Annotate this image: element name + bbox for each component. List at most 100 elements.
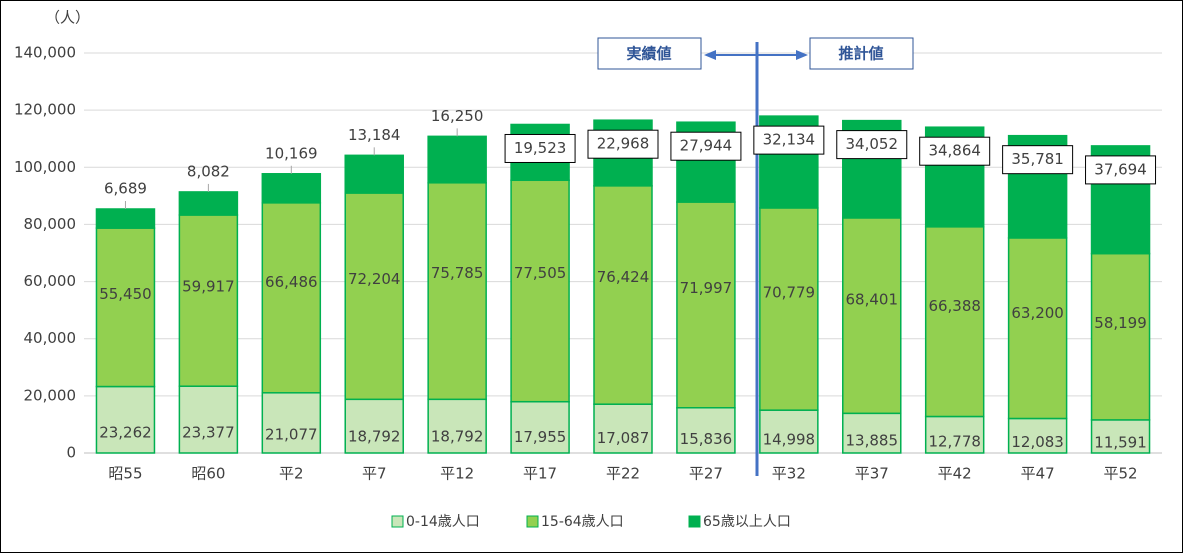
data-label: 55,450	[99, 285, 152, 303]
bar-segment	[1007, 417, 1068, 454]
bar-segment	[178, 214, 239, 387]
x-tick-label: 平37	[855, 465, 889, 483]
data-label: 6,689	[104, 179, 147, 197]
data-label: 76,424	[597, 268, 650, 286]
bar-segment	[924, 226, 985, 418]
bar-segment	[261, 392, 322, 454]
data-label-box	[1085, 155, 1157, 185]
data-label: 17,955	[514, 428, 567, 446]
bar-segment	[427, 398, 487, 454]
bar-segment	[759, 207, 819, 411]
y-tick-label: 100,000	[14, 158, 76, 176]
data-label-box	[919, 136, 991, 166]
data-label: 8,082	[187, 162, 230, 180]
data-label: 37,694	[1094, 160, 1147, 178]
bar-segment	[261, 173, 322, 204]
y-tick-label: 60,000	[24, 272, 77, 290]
y-tick-label: 80,000	[24, 215, 77, 233]
data-label: 58,199	[1094, 314, 1147, 332]
legend-swatch	[391, 515, 404, 528]
data-label: 75,785	[431, 264, 484, 282]
x-tick-label: 平32	[772, 465, 806, 483]
data-label-box	[753, 125, 825, 155]
bar-segment	[1007, 237, 1068, 420]
legend-label: 0-14歳人口	[406, 514, 480, 530]
y-tick-label: 120,000	[14, 101, 76, 119]
bar-segment	[510, 179, 570, 403]
x-tick-label: 平22	[606, 465, 640, 483]
data-label: 14,998	[763, 431, 816, 449]
data-label: 27,944	[680, 137, 733, 155]
data-label: 18,792	[348, 427, 401, 445]
legend-label: 15-64歳人口	[541, 514, 624, 530]
bar-segment	[95, 208, 156, 229]
x-tick-label: 平17	[523, 465, 557, 483]
data-label: 18,792	[431, 427, 484, 445]
legend-swatch	[688, 515, 701, 528]
data-label: 12,778	[928, 433, 981, 451]
y-tick-label: 40,000	[24, 329, 77, 347]
y-tick-label: 20,000	[24, 386, 77, 404]
data-label-box	[504, 133, 576, 163]
x-tick-label: 平12	[440, 465, 474, 483]
x-tick-label: 平42	[938, 465, 972, 483]
legend-label: 65歳以上人口	[703, 514, 791, 530]
data-label: 12,083	[1011, 433, 1064, 451]
data-label-box	[670, 131, 742, 161]
data-label: 23,377	[182, 423, 235, 441]
data-label: 15,836	[680, 430, 733, 448]
x-tick-label: 昭55	[108, 465, 142, 483]
annotation-box	[809, 37, 914, 70]
data-label: 16,250	[431, 107, 484, 125]
x-tick-label: 平52	[1103, 465, 1137, 483]
data-label-box	[1002, 145, 1074, 175]
y-unit-label: （人）	[45, 9, 90, 27]
data-label: 63,200	[1011, 304, 1064, 322]
annotation: 実績値	[626, 45, 671, 63]
bar-segment	[1090, 419, 1151, 454]
data-label: 34,864	[928, 142, 981, 160]
data-label: 23,262	[99, 424, 152, 442]
bar-segment	[427, 135, 487, 184]
x-tick-label: 平2	[279, 465, 304, 483]
bar-segment	[95, 227, 156, 388]
bar-segment	[344, 154, 404, 194]
data-label: 66,486	[265, 273, 318, 291]
data-label: 72,204	[348, 270, 401, 288]
bar-segment	[178, 385, 239, 454]
data-label-box	[836, 130, 908, 160]
x-tick-label: 昭60	[191, 465, 225, 483]
bar-segment	[344, 192, 404, 401]
data-label: 19,523	[514, 139, 567, 157]
data-label: 21,077	[265, 425, 318, 443]
x-tick-label: 平7	[362, 465, 387, 483]
bar-segment	[842, 217, 902, 415]
x-tick-label: 平27	[689, 465, 723, 483]
data-label: 59,917	[182, 277, 235, 295]
data-label: 13,184	[348, 126, 401, 144]
x-tick-label: 平47	[1021, 465, 1055, 483]
data-label: 13,885	[846, 432, 899, 450]
arrow-heads	[704, 50, 808, 60]
data-label: 71,997	[680, 279, 733, 297]
data-label: 77,505	[514, 264, 567, 282]
bar-segment	[261, 202, 322, 394]
data-label-box	[587, 129, 659, 159]
bar-segment	[95, 385, 156, 454]
bar-segment	[178, 191, 239, 216]
data-label: 22,968	[597, 135, 650, 153]
bar-segment	[676, 201, 736, 409]
data-label: 66,388	[928, 297, 981, 315]
data-label: 70,779	[763, 283, 816, 301]
bar-segment	[593, 185, 653, 405]
data-label: 68,401	[846, 290, 899, 308]
data-label: 11,591	[1094, 434, 1147, 452]
y-tick-label: 140,000	[14, 44, 76, 62]
y-tick-label: 0	[66, 444, 76, 462]
bar-segment	[427, 182, 487, 401]
data-label: 17,087	[597, 429, 650, 447]
legend-swatch	[526, 515, 539, 528]
bar-segment	[759, 409, 819, 454]
